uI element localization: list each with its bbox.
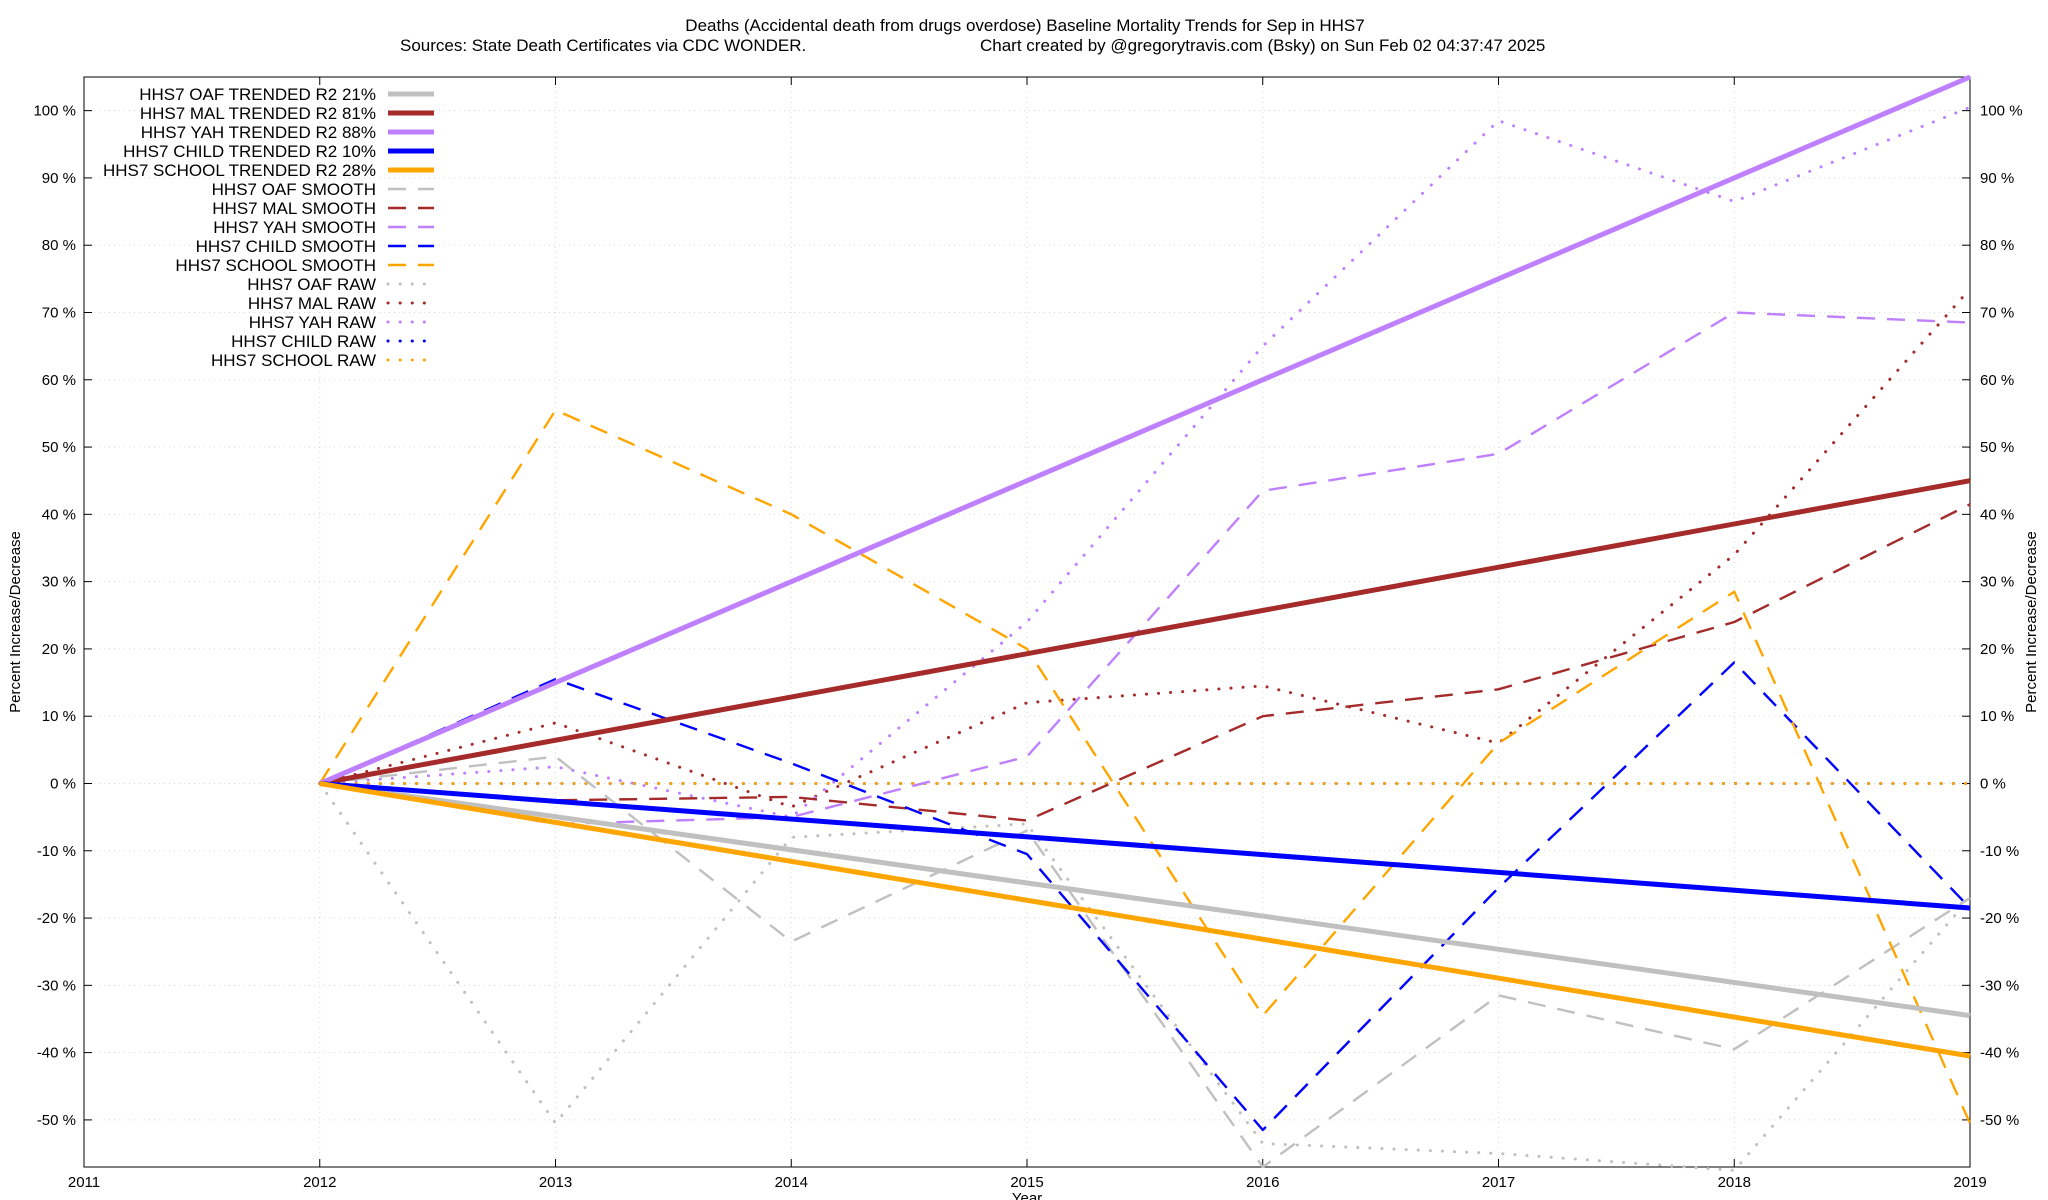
y-tick-label-left-13: 80 %	[42, 237, 76, 254]
x-tick-label-7: 2018	[1718, 1174, 1751, 1191]
legend-label-2: HHS7 YAH TRENDED R2 88%	[141, 123, 376, 142]
y-tick-label-left-0: -50 %	[37, 1112, 76, 1129]
series-line-5	[319, 755, 1971, 1169]
legend-label-14: HHS7 SCHOOL RAW	[211, 351, 376, 370]
x-tick-label-5: 2016	[1246, 1174, 1279, 1191]
x-tick-label-1: 2012	[303, 1174, 336, 1191]
x-axis-label: Year	[1012, 1190, 1042, 1200]
y-tick-label-left-12: 70 %	[42, 304, 76, 321]
y-tick-label-right-9: 40 %	[1980, 506, 2014, 523]
legend-label-0: HHS7 OAF TRENDED R2 21%	[139, 85, 376, 104]
series-line-6	[319, 503, 1971, 822]
legend: HHS7 OAF TRENDED R2 21%HHS7 MAL TRENDED …	[103, 85, 436, 370]
legend-label-12: HHS7 YAH RAW	[249, 313, 376, 332]
legend-label-5: HHS7 OAF SMOOTH	[212, 180, 376, 199]
series-line-4	[319, 781, 1971, 1059]
series-line-11	[318, 287, 1972, 809]
series-line-10	[318, 782, 1972, 1172]
y-tick-label-right-7: 20 %	[1980, 641, 2014, 658]
y-tick-label-left-9: 40 %	[42, 506, 76, 523]
y-tick-label-right-3: -20 %	[1980, 910, 2019, 927]
y-tick-label-left-11: 60 %	[42, 372, 76, 389]
y-tick-label-left-14: 90 %	[42, 170, 76, 187]
y-tick-label-right-14: 90 %	[1980, 170, 2014, 187]
series-line-2	[318, 74, 1971, 786]
y-tick-label-left-7: 20 %	[42, 641, 76, 658]
series-line-1	[319, 478, 1971, 786]
legend-label-6: HHS7 MAL SMOOTH	[212, 199, 376, 218]
y-tick-label-left-15: 100 %	[33, 103, 76, 120]
chart-title: Deaths (Accidental death from drugs over…	[685, 16, 1364, 35]
y-tick-label-right-10: 50 %	[1980, 439, 2014, 456]
x-tick-label-3: 2014	[775, 1174, 808, 1191]
chart-credit: Chart created by @gregorytravis.com (Bsk…	[980, 36, 1545, 55]
y-tick-label-right-13: 80 %	[1980, 237, 2014, 254]
x-tick-label-0: 2011	[68, 1174, 100, 1191]
y-tick-label-right-12: 70 %	[1980, 304, 2014, 321]
y-tick-label-left-1: -40 %	[37, 1045, 76, 1062]
y-tick-label-right-5: 0 %	[1980, 775, 2006, 792]
legend-label-1: HHS7 MAL TRENDED R2 81%	[140, 104, 376, 123]
series-line-7	[319, 311, 1971, 826]
axis-ticks: 2011 2012 2013 2014 2015 2016 2017 2018 2019 -50 …	[33, 77, 2023, 1191]
y-tick-label-right-1: -40 %	[1980, 1045, 2019, 1062]
legend-label-9: HHS7 SCHOOL SMOOTH	[175, 256, 376, 275]
series-line-9	[318, 408, 1972, 1124]
y-tick-label-left-6: 10 %	[42, 708, 76, 725]
series-line-3	[319, 781, 1971, 911]
y-axis-label-right: Percent Increase/Decrease	[2023, 531, 2040, 713]
legend-label-11: HHS7 MAL RAW	[248, 294, 376, 313]
x-tick-label-6: 2017	[1482, 1174, 1515, 1191]
y-tick-label-right-11: 60 %	[1980, 372, 2014, 389]
legend-label-3: HHS7 CHILD TRENDED R2 10%	[123, 142, 376, 161]
y-tick-label-right-0: -50 %	[1980, 1112, 2019, 1129]
series-line-8	[319, 661, 1971, 1132]
y-tick-label-left-10: 50 %	[42, 439, 76, 456]
y-tick-label-right-8: 30 %	[1980, 574, 2014, 591]
legend-label-10: HHS7 OAF RAW	[247, 275, 376, 294]
chart-sources: Sources: State Death Certificates via CD…	[400, 36, 806, 55]
series-lines	[318, 74, 1972, 1172]
y-tick-label-right-2: -30 %	[1980, 977, 2019, 994]
y-tick-label-right-4: -10 %	[1980, 843, 2019, 860]
y-tick-label-right-15: 100 %	[1980, 103, 2023, 120]
x-tick-label-8: 2019	[1953, 1174, 1986, 1191]
y-axis-label-left: Percent Increase/Decrease	[7, 531, 24, 713]
y-tick-label-left-3: -20 %	[37, 910, 76, 927]
legend-label-4: HHS7 SCHOOL TRENDED R2 28%	[103, 161, 376, 180]
y-tick-label-right-6: 10 %	[1980, 708, 2014, 725]
y-tick-label-left-5: 0 %	[50, 775, 76, 792]
legend-label-8: HHS7 CHILD SMOOTH	[196, 237, 376, 256]
legend-label-7: HHS7 YAH SMOOTH	[213, 218, 376, 237]
legend-label-13: HHS7 CHILD RAW	[231, 332, 376, 351]
y-tick-label-left-8: 30 %	[42, 574, 76, 591]
series-line-12	[318, 105, 1972, 819]
y-tick-label-left-4: -10 %	[37, 843, 76, 860]
x-tick-label-2: 2013	[539, 1174, 572, 1191]
x-tick-label-4: 2015	[1010, 1174, 1043, 1191]
series-line-0	[319, 781, 1971, 1019]
y-tick-label-left-2: -30 %	[37, 977, 76, 994]
